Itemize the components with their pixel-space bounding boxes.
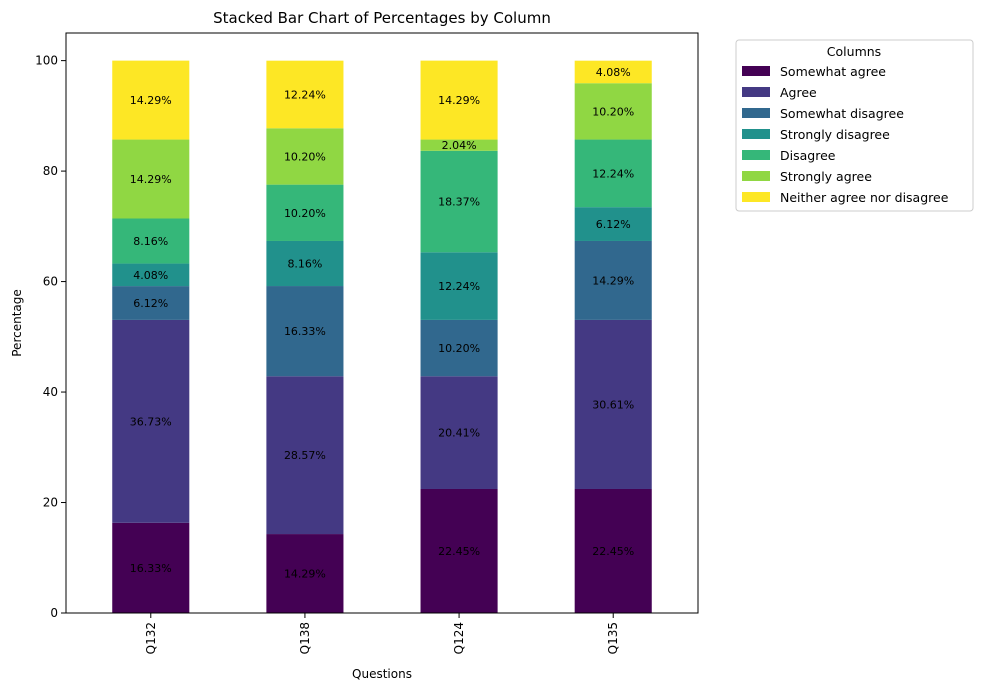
data-label: 16.33% bbox=[284, 325, 326, 338]
data-label: 18.37% bbox=[438, 196, 480, 209]
legend-swatch bbox=[742, 129, 770, 139]
bar-segment bbox=[112, 139, 190, 219]
legend-entry: Neither agree nor disagree bbox=[780, 190, 949, 205]
data-label: 22.45% bbox=[592, 545, 634, 558]
data-label: 2.04% bbox=[442, 139, 477, 152]
data-label: 14.29% bbox=[284, 568, 326, 581]
legend-swatch bbox=[742, 171, 770, 181]
data-label: 6.12% bbox=[596, 218, 631, 231]
plot-frame bbox=[65, 32, 699, 614]
legend-entry: Disagree bbox=[780, 148, 836, 163]
data-labels-layer: 16.33% 36.73% 6.12% 4.08% 8.16% 14.29% 14.29% 1… bbox=[130, 66, 634, 581]
data-label: 10.20% bbox=[284, 207, 326, 220]
bar-segment bbox=[266, 240, 344, 287]
data-label: 28.57% bbox=[284, 449, 326, 462]
bar-segment bbox=[112, 522, 190, 613]
data-label: 16.33% bbox=[130, 562, 172, 575]
bar-segment bbox=[420, 252, 498, 320]
legend-entry: Strongly disagree bbox=[780, 127, 890, 142]
data-label: 22.45% bbox=[438, 545, 480, 558]
legend-swatch bbox=[742, 87, 770, 97]
legend-title: Columns bbox=[827, 44, 881, 59]
data-label: 10.20% bbox=[438, 342, 480, 355]
bar-segment bbox=[420, 376, 498, 489]
legend: Columns Somewhat agree Agree Somewhat disa… bbox=[735, 39, 974, 212]
bar-segment bbox=[574, 83, 652, 140]
bars-layer bbox=[112, 60, 652, 613]
bar-segment bbox=[266, 128, 344, 185]
bar-segment bbox=[420, 488, 498, 613]
legend-entry: Strongly agree bbox=[780, 169, 872, 184]
data-label: 14.29% bbox=[130, 173, 172, 186]
bar-segment bbox=[420, 319, 498, 377]
bar-segment bbox=[574, 60, 652, 84]
data-label: 12.24% bbox=[592, 167, 634, 180]
bar-segment bbox=[266, 286, 344, 377]
data-label: 14.29% bbox=[438, 94, 480, 107]
data-label: 4.08% bbox=[596, 66, 631, 79]
x-tick-label: Q124 bbox=[452, 622, 466, 654]
bar-segment bbox=[266, 376, 344, 535]
bar-segment bbox=[420, 60, 498, 140]
y-tick-label: 100 bbox=[35, 54, 58, 68]
bar-segment bbox=[266, 184, 344, 241]
x-axis-label: Questions bbox=[352, 667, 412, 681]
legend-swatch bbox=[742, 192, 770, 202]
data-label: 10.20% bbox=[284, 150, 326, 163]
chart-title: Stacked Bar Chart of Percentages by Colu… bbox=[213, 9, 551, 27]
x-tick-label: Q132 bbox=[144, 622, 158, 654]
bar-segment bbox=[574, 488, 652, 613]
bar-segment bbox=[112, 263, 190, 287]
y-tick-label: 60 bbox=[43, 275, 58, 289]
data-label: 14.29% bbox=[130, 94, 172, 107]
data-label: 10.20% bbox=[592, 105, 634, 118]
data-label: 12.24% bbox=[284, 88, 326, 101]
legend-entry: Agree bbox=[780, 85, 817, 100]
data-label: 12.24% bbox=[438, 280, 480, 293]
legend-swatch bbox=[742, 108, 770, 118]
bar-segment bbox=[266, 534, 344, 613]
data-label: 30.61% bbox=[592, 398, 634, 411]
legend-entry: Somewhat agree bbox=[780, 64, 886, 79]
x-tick-label: Q138 bbox=[298, 622, 312, 654]
bar-segment bbox=[574, 319, 652, 489]
bar-segment bbox=[574, 240, 652, 320]
bar-segment bbox=[420, 139, 498, 151]
y-tick-label: 80 bbox=[43, 164, 58, 178]
bar-segment bbox=[112, 286, 190, 320]
bar-segment bbox=[112, 218, 190, 264]
y-tick-label: 0 bbox=[50, 606, 58, 620]
bar-segment bbox=[112, 60, 190, 140]
legend-frame bbox=[735, 39, 974, 212]
data-label: 14.29% bbox=[592, 274, 634, 287]
legend-swatch bbox=[742, 150, 770, 160]
legend-swatch bbox=[742, 66, 770, 76]
bar-segment bbox=[574, 139, 652, 208]
y-tick-label: 20 bbox=[43, 496, 58, 510]
data-label: 20.41% bbox=[438, 427, 480, 440]
bar-segment bbox=[574, 207, 652, 241]
bar-segment bbox=[266, 60, 344, 129]
data-label: 36.73% bbox=[130, 415, 172, 428]
bar-segment bbox=[112, 319, 190, 523]
x-tick-label: Q135 bbox=[606, 622, 620, 654]
y-axis-label: Percentage bbox=[10, 289, 24, 357]
legend-entry: Somewhat disagree bbox=[780, 106, 904, 121]
y-tick-label: 40 bbox=[43, 385, 58, 399]
bar-segment bbox=[420, 150, 498, 253]
data-label: 6.12% bbox=[133, 297, 168, 310]
y-axis: 0 20 40 60 80 100 bbox=[35, 54, 66, 620]
data-label: 4.08% bbox=[133, 269, 168, 282]
data-label: 8.16% bbox=[287, 258, 322, 271]
x-axis: Q132 Q138 Q124 Q135 bbox=[144, 613, 620, 654]
data-label: 8.16% bbox=[133, 235, 168, 248]
